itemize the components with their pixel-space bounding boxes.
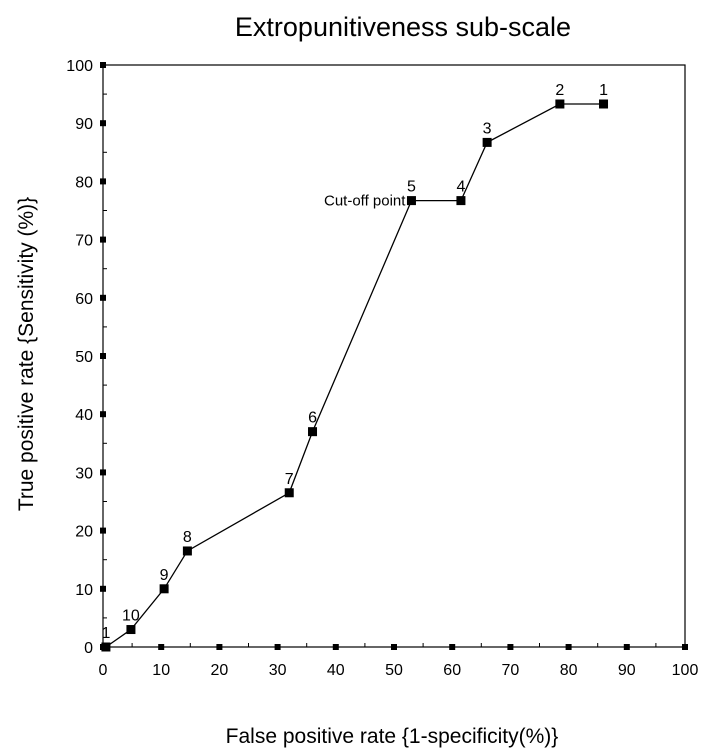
x-tick-label: 70: [502, 662, 520, 679]
data-point-marker: [555, 99, 564, 108]
cut-off-annotation: Cut-off point: [324, 193, 406, 210]
x-tick-mark: [333, 644, 339, 650]
data-point-marker: [160, 584, 169, 593]
data-point-label: 5: [407, 179, 416, 196]
y-tick-label: 100: [66, 58, 93, 75]
data-point-marker: [483, 138, 492, 147]
data-point-label: 1: [101, 625, 110, 642]
x-tick-mark: [158, 644, 164, 650]
y-tick-label: 10: [75, 582, 93, 599]
y-tick-label: 90: [75, 116, 93, 133]
data-point-label: 8: [183, 529, 192, 546]
data-point-label: 9: [160, 567, 169, 584]
data-point-label: 1: [599, 82, 608, 99]
plot-frame: [103, 65, 685, 647]
x-tick-label: 0: [99, 662, 108, 679]
y-tick-label: 60: [75, 291, 93, 308]
data-point-marker: [285, 488, 294, 497]
data-point-marker: [183, 546, 192, 555]
y-tick-label: 0: [84, 640, 93, 657]
x-tick-mark: [624, 644, 630, 650]
x-tick-mark: [216, 644, 222, 650]
y-tick-label: 20: [75, 524, 93, 541]
data-point-marker: [126, 625, 135, 634]
x-tick-label: 90: [618, 662, 636, 679]
y-tick-mark: [100, 353, 106, 359]
y-tick-label: 50: [75, 349, 93, 366]
roc-curve-line: [106, 104, 604, 647]
y-tick-mark: [100, 120, 106, 126]
y-tick-mark: [100, 178, 106, 184]
data-point-label: 7: [285, 471, 294, 488]
data-point-marker: [101, 643, 110, 652]
x-tick-mark: [682, 644, 688, 650]
x-tick-mark: [507, 644, 513, 650]
x-tick-label: 10: [152, 662, 170, 679]
y-tick-mark: [100, 586, 106, 592]
labels-layer: 1 10 9 8 7 6 5 4 3 2 1 Cut-off point: [101, 82, 608, 642]
y-tick-mark: [100, 62, 106, 68]
data-point-label: 3: [483, 120, 492, 137]
y-tick-mark: [100, 237, 106, 243]
data-point-label: 2: [555, 82, 564, 99]
data-point-marker: [407, 196, 416, 205]
x-tick-label: 20: [211, 662, 229, 679]
y-tick-mark: [100, 295, 106, 301]
data-point-marker: [599, 99, 608, 108]
x-tick-label: 100: [672, 662, 699, 679]
data-point-marker: [456, 196, 465, 205]
x-tick-label: 30: [269, 662, 287, 679]
y-tick-mark: [100, 528, 106, 534]
x-tick-label: 50: [385, 662, 403, 679]
series-layer: [101, 99, 608, 651]
chart-title: Extropunitiveness sub-scale: [235, 12, 571, 42]
y-tick-label: 70: [75, 233, 93, 250]
x-tick-label: 80: [560, 662, 578, 679]
y-tick-mark: [100, 469, 106, 475]
x-tick-mark: [391, 644, 397, 650]
y-tick-label: 80: [75, 174, 93, 191]
x-tick-mark: [566, 644, 572, 650]
data-point-label: 4: [456, 179, 465, 196]
x-axis-label: False positive rate {1-specificity(%)}: [226, 725, 559, 748]
data-point-label: 10: [122, 608, 140, 625]
y-tick-label: 40: [75, 407, 93, 424]
y-tick-label: 30: [75, 465, 93, 482]
x-tick-mark: [275, 644, 281, 650]
x-tick-mark: [449, 644, 455, 650]
y-tick-mark: [100, 411, 106, 417]
x-tick-label: 40: [327, 662, 345, 679]
x-tick-label: 60: [443, 662, 461, 679]
data-point-marker: [308, 427, 317, 436]
data-point-label: 6: [308, 410, 317, 427]
y-axis-label: True positive rate {Sensitivity (%)}: [15, 197, 38, 511]
